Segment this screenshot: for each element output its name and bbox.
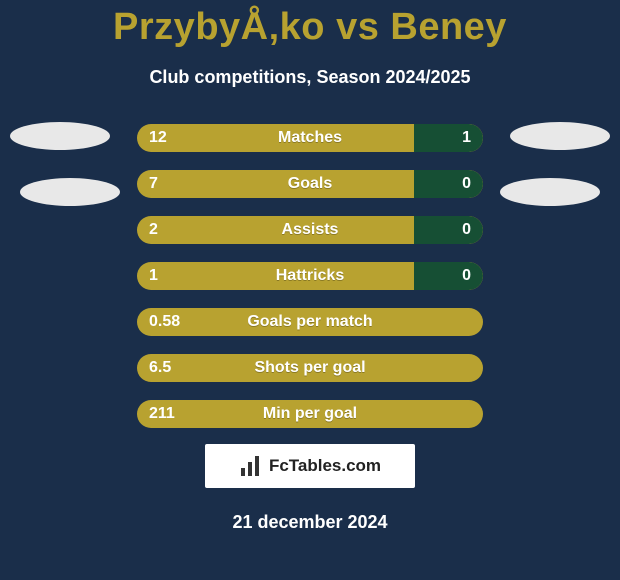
stat-row-spg: 6.5 Shots per goal [137, 354, 483, 382]
stat-right-value: 1 [462, 129, 471, 147]
stat-row-hattricks: 1 Hattricks 0 [137, 262, 483, 290]
stat-right-value: 0 [462, 267, 471, 285]
stat-label: Shots per goal [137, 359, 483, 377]
stat-label: Matches [137, 129, 483, 147]
team-right-logo [500, 178, 600, 206]
stat-label: Hattricks [137, 267, 483, 285]
stat-right-value: 0 [462, 175, 471, 193]
stat-label: Assists [137, 221, 483, 239]
stat-label: Min per goal [137, 405, 483, 423]
player-left-avatar [10, 122, 110, 150]
stat-label: Goals [137, 175, 483, 193]
stat-right-value: 0 [462, 221, 471, 239]
fctables-link[interactable]: FcTables.com [205, 444, 415, 488]
bar-chart-icon [239, 456, 263, 476]
player-right-avatar [510, 122, 610, 150]
stat-row-goals: 7 Goals 0 [137, 170, 483, 198]
page-title: PrzybyÅ‚ko vs Beney [0, 0, 620, 49]
stat-row-assists: 2 Assists 0 [137, 216, 483, 244]
stat-row-gpm: 0.58 Goals per match [137, 308, 483, 336]
date-line: 21 december 2024 [0, 512, 620, 533]
stat-label: Goals per match [137, 313, 483, 331]
stat-row-matches: 12 Matches 1 [137, 124, 483, 152]
page-subtitle: Club competitions, Season 2024/2025 [0, 67, 620, 88]
stats-bars: 12 Matches 1 7 Goals 0 2 Assists 0 1 Hat… [137, 124, 483, 428]
stat-row-mpg: 211 Min per goal [137, 400, 483, 428]
fctables-label: FcTables.com [269, 456, 381, 476]
team-left-logo [20, 178, 120, 206]
